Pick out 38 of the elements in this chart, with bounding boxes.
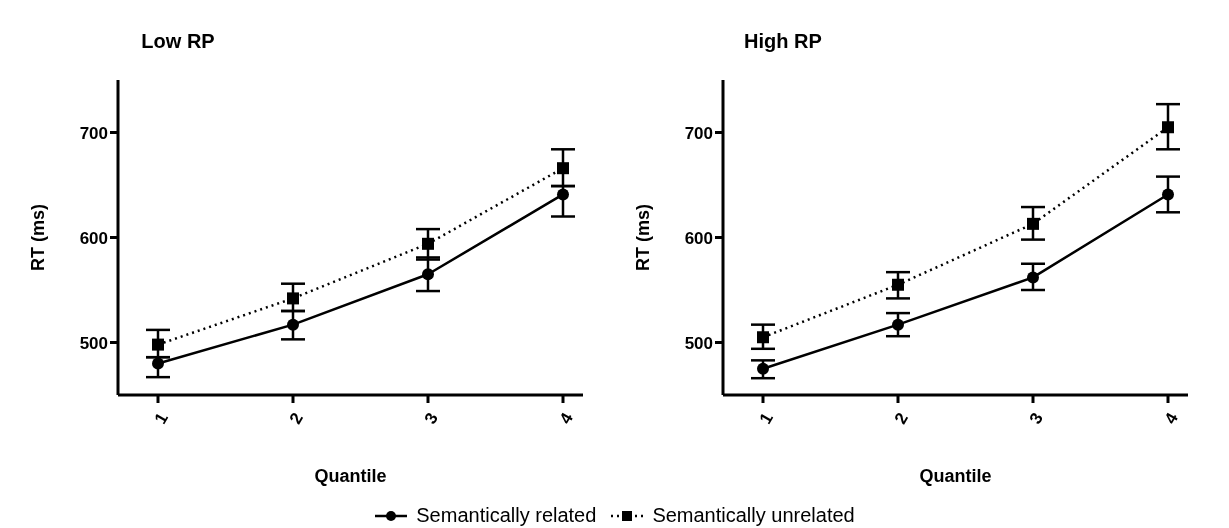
- point: [287, 292, 299, 305]
- x-tick-label: 1: [150, 409, 172, 428]
- point: [287, 318, 299, 331]
- point: [422, 237, 434, 250]
- legend-label: Semantically unrelated: [652, 504, 855, 527]
- point: [1162, 121, 1174, 134]
- point: [1027, 271, 1039, 284]
- point: [152, 357, 164, 370]
- x-tick-label: 1: [755, 409, 777, 428]
- x-tick-label: 3: [1025, 409, 1047, 428]
- point: [757, 362, 769, 375]
- y-tick-label: 500: [79, 333, 108, 353]
- point: [757, 331, 769, 344]
- x-tick-label: 2: [890, 409, 912, 428]
- point: [892, 318, 904, 331]
- y-tick-label: 700: [79, 123, 108, 143]
- y-axis-title: RT (ms): [28, 204, 49, 271]
- point: [557, 188, 569, 201]
- point: [1027, 217, 1039, 230]
- point: [422, 268, 434, 281]
- point: [1162, 188, 1174, 201]
- x-tick-label: 4: [1160, 409, 1183, 428]
- point: [152, 338, 164, 351]
- point: [557, 162, 569, 175]
- chart-title: Low RP: [140, 30, 216, 54]
- x-axis-title: Quantile: [314, 466, 387, 486]
- legend-label: Semantically related: [416, 504, 597, 527]
- y-tick-label: 600: [79, 228, 108, 248]
- x-tick-label: 4: [555, 409, 578, 428]
- x-tick-label: 3: [420, 409, 442, 428]
- y-tick-label: 500: [684, 333, 713, 353]
- chart-title: High RP: [743, 30, 823, 54]
- y-tick-label: 700: [684, 123, 713, 143]
- y-tick-label: 600: [684, 228, 713, 248]
- y-axis-title: RT (ms): [633, 204, 654, 271]
- point: [892, 278, 904, 291]
- x-axis-title: Quantile: [919, 466, 992, 486]
- x-tick-label: 2: [285, 409, 307, 428]
